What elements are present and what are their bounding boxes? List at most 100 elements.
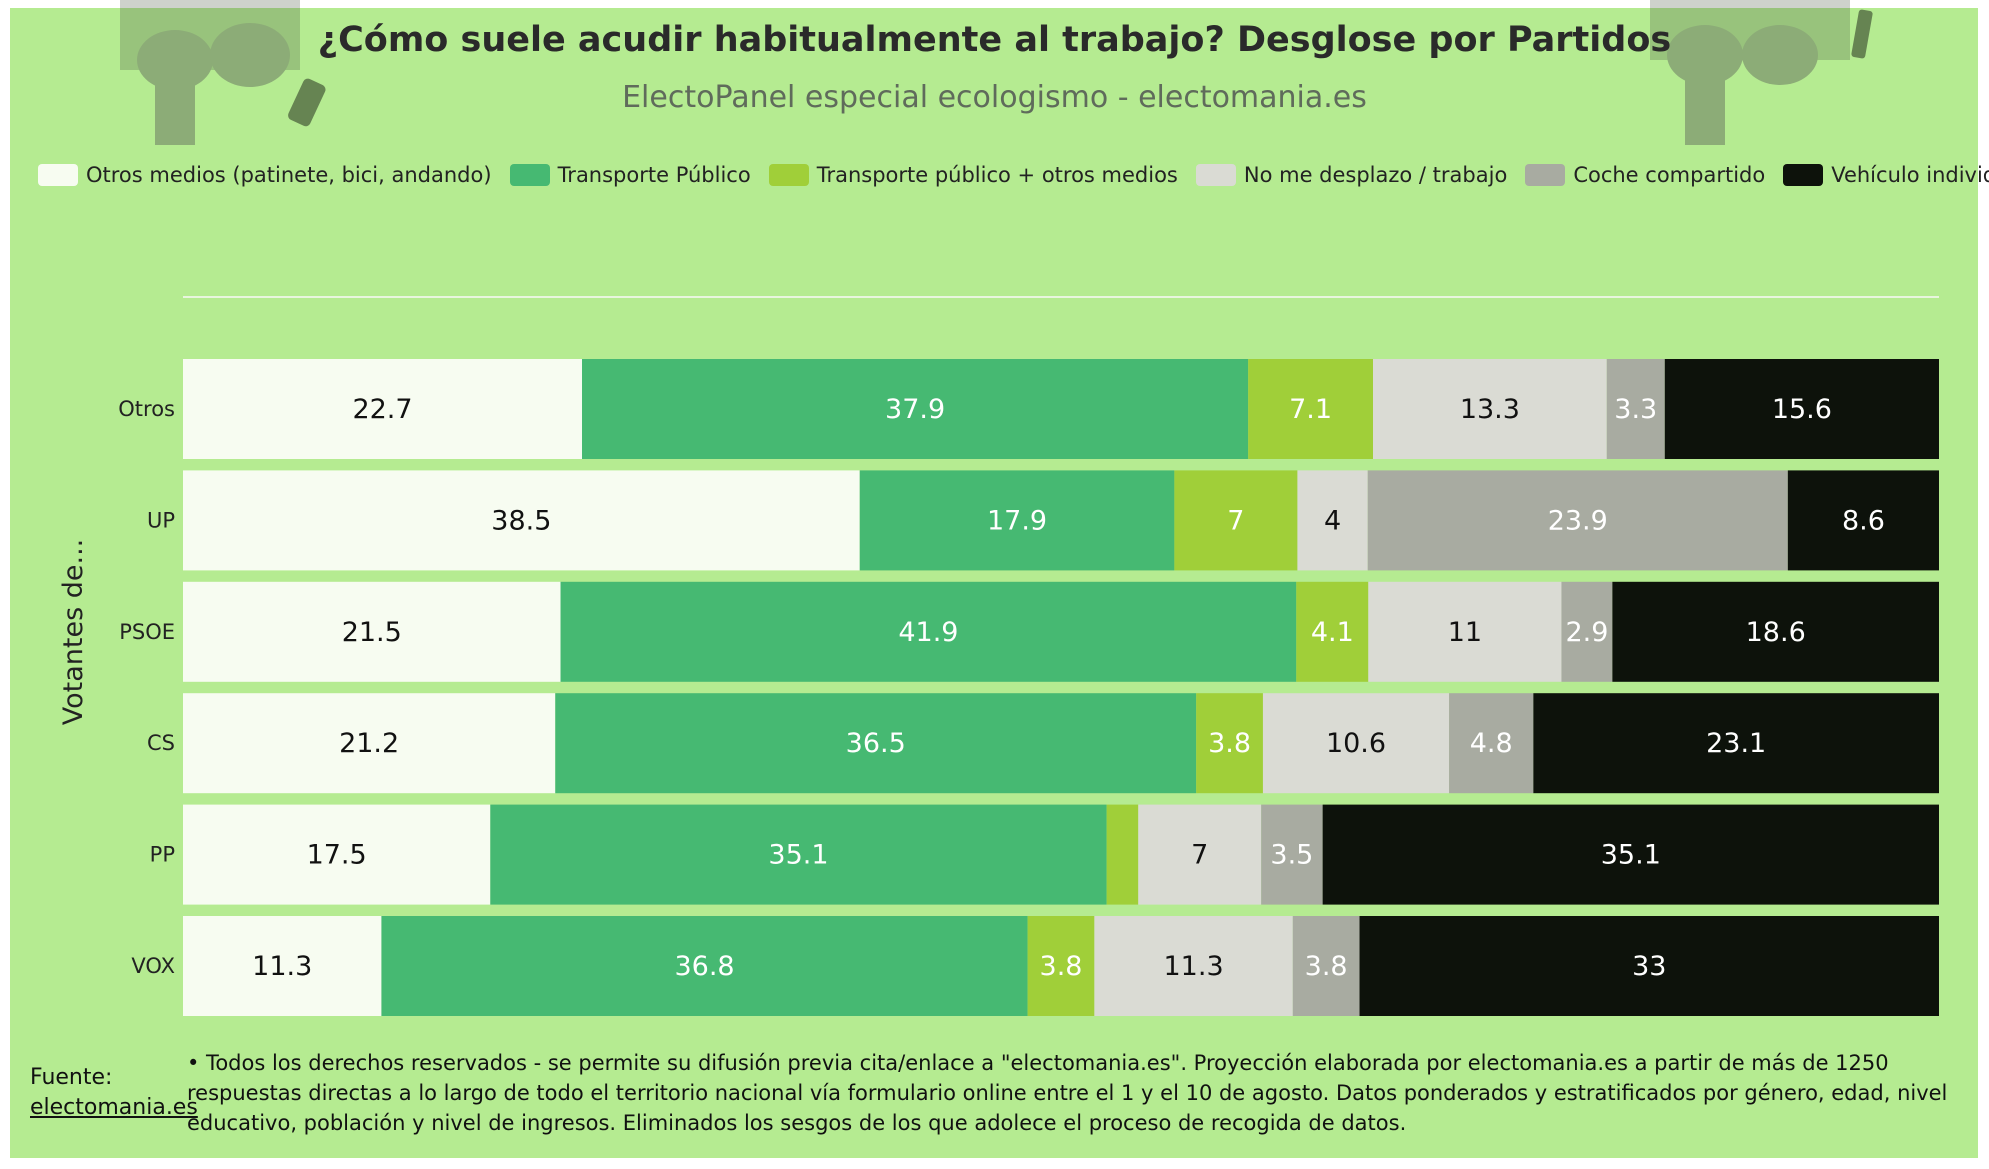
- bar-segment: [1612, 581, 1939, 682]
- legend-swatch: [1783, 164, 1824, 186]
- legend-label: No me desplazo / trabajo: [1243, 163, 1508, 187]
- bar-segment: [1174, 470, 1298, 571]
- data-label: 23.1: [1706, 728, 1766, 759]
- legend-label: Vehículo individual: [1831, 163, 1989, 187]
- data-label: 3.3: [1614, 394, 1657, 425]
- category-label: CS: [147, 731, 175, 755]
- data-label: 11.3: [252, 951, 312, 982]
- bar-segment: [1664, 359, 1939, 459]
- bar-segment: [1606, 359, 1665, 459]
- data-label: 18.6: [1746, 617, 1806, 648]
- bar-segment: [183, 470, 860, 571]
- bar-segment: [183, 804, 491, 905]
- bar-segment: [1027, 916, 1095, 1016]
- bar-segment: [183, 916, 382, 1016]
- bar-segment: [1297, 470, 1368, 571]
- bar-segment: [1367, 470, 1788, 571]
- data-label: 33: [1632, 951, 1666, 982]
- category-label: PSOE: [119, 620, 175, 644]
- legend-swatch: [1525, 164, 1566, 186]
- bar-segment: [1138, 804, 1262, 905]
- data-label: 17.9: [987, 505, 1047, 536]
- stacked-bar-chart: Votantes de... Otros 22.7 37.9 7.1 13.3 3.3 15…: [58, 296, 1939, 1016]
- bar-segment: [1106, 804, 1139, 905]
- legend-item-tp-otros: Transporte público + otros medios: [768, 163, 1178, 187]
- data-label: 22.7: [352, 394, 412, 425]
- legend-item-coche-compartido: Coche compartido: [1525, 163, 1765, 187]
- bar-segment: [1262, 693, 1450, 794]
- legend-label: Coche compartido: [1573, 163, 1766, 187]
- data-label: 7: [1227, 505, 1244, 536]
- bar-segment: [1261, 804, 1323, 905]
- source-link[interactable]: electomania.es: [30, 1095, 198, 1120]
- data-label: 3.8: [1305, 951, 1348, 982]
- hands-typing-decoration-left: [120, 0, 326, 145]
- bar-segment: [582, 359, 1249, 459]
- footer-note: • Todos los derechos reservados - se per…: [187, 1051, 1948, 1135]
- legend-label: Transporte público + otros medios: [816, 163, 1178, 187]
- bars-group: Otros 22.7 37.9 7.1 13.3 3.3 15.6 UP 38.5 17.9 7 4 2…: [118, 359, 1939, 1016]
- bar-segment: [560, 581, 1297, 682]
- data-label: 4: [1324, 505, 1341, 536]
- bar-segment: [1561, 581, 1613, 682]
- source-label: Fuente:: [30, 1065, 113, 1090]
- data-label: 3.8: [1208, 728, 1251, 759]
- data-label: 2.9: [1565, 617, 1608, 648]
- bar-segment: [183, 693, 556, 794]
- data-label: 38.5: [491, 505, 551, 536]
- bar-segment: [555, 693, 1197, 794]
- data-label: 37.9: [885, 394, 945, 425]
- legend-item-transporte-publico: Transporte Público: [509, 163, 751, 187]
- data-label: 3.8: [1040, 951, 1083, 982]
- bar-segment: [1368, 581, 1562, 682]
- bar-segment: [1359, 916, 1939, 1016]
- legend-label: Transporte Público: [557, 163, 751, 187]
- bar-segment: [381, 916, 1028, 1016]
- bar-segment: [1094, 916, 1293, 1016]
- bar-segment: [1787, 470, 1939, 571]
- bar-segment: [859, 470, 1175, 571]
- data-label: 11: [1448, 617, 1482, 648]
- bar-segment: [1449, 693, 1534, 794]
- legend-swatch: [768, 164, 809, 186]
- data-label: 35.1: [1601, 840, 1661, 871]
- data-label: 41.9: [898, 617, 958, 648]
- bar-segment: [1322, 804, 1939, 905]
- data-label: 4.8: [1470, 728, 1513, 759]
- category-label: VOX: [131, 954, 175, 978]
- legend-swatch: [509, 164, 550, 186]
- data-label: 4.1: [1311, 617, 1354, 648]
- data-label: 11.3: [1164, 951, 1224, 982]
- data-label: 7: [1191, 840, 1208, 871]
- category-label: Otros: [118, 397, 175, 421]
- data-label: 23.9: [1548, 505, 1608, 536]
- legend-item-no-desplazo: No me desplazo / trabajo: [1195, 163, 1508, 187]
- bar-segment: [1196, 693, 1263, 794]
- legend: Otros medios (patinete, bici, andando) T…: [38, 160, 1989, 190]
- data-label: 8.6: [1842, 505, 1885, 536]
- data-label: 17.5: [307, 840, 367, 871]
- y-axis-title: Votantes de...: [58, 539, 89, 725]
- data-label: 10.6: [1326, 728, 1386, 759]
- data-label: 36.5: [846, 728, 906, 759]
- bar-segment: [1292, 916, 1360, 1016]
- bar-segment: [183, 581, 561, 682]
- legend-swatch: [38, 164, 78, 186]
- footer-source: Fuente: electomania.es: [30, 1063, 198, 1123]
- data-label: 15.6: [1772, 394, 1832, 425]
- data-label: 21.2: [339, 728, 399, 759]
- bar-segment: [1533, 693, 1939, 794]
- hands-typing-decoration-right: [1650, 0, 1873, 145]
- bar-segment: [1248, 359, 1374, 459]
- data-label: 7.1: [1289, 394, 1332, 425]
- chart-title: ¿Cómo suele acudir habitualmente al trab…: [317, 20, 1672, 60]
- bar-segment: [490, 804, 1107, 905]
- chart-subtitle: ElectoPanel especial ecologismo - electo…: [622, 80, 1367, 115]
- data-label: 35.1: [768, 840, 828, 871]
- data-label: 21.5: [342, 617, 402, 648]
- category-label: PP: [150, 843, 175, 867]
- bar-segment: [1296, 581, 1369, 682]
- bar-segment: [1373, 359, 1607, 459]
- data-label: 36.8: [674, 951, 734, 982]
- category-label: UP: [147, 508, 175, 532]
